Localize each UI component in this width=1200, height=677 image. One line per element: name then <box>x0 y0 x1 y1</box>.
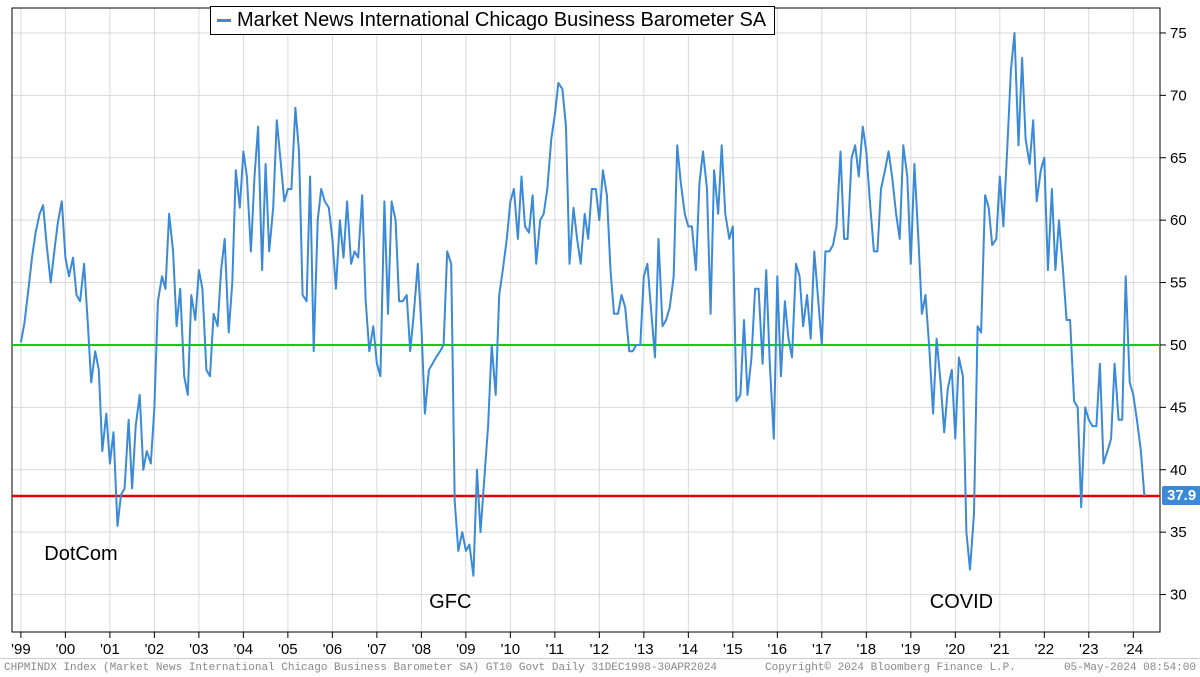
svg-text:'19: '19 <box>901 641 921 658</box>
legend: Market News International Chicago Busine… <box>210 6 775 35</box>
annotation-dotcom: DotCom <box>44 543 117 566</box>
svg-text:'21: '21 <box>990 641 1010 658</box>
svg-text:'20: '20 <box>946 641 966 658</box>
svg-text:'18: '18 <box>857 641 877 658</box>
svg-text:'14: '14 <box>679 641 699 658</box>
svg-text:'22: '22 <box>1035 641 1055 658</box>
svg-text:70: 70 <box>1170 87 1187 104</box>
svg-text:'03: '03 <box>189 641 209 658</box>
svg-text:'11: '11 <box>546 641 564 658</box>
svg-text:'05: '05 <box>278 641 298 658</box>
svg-text:'06: '06 <box>323 641 343 658</box>
svg-text:'24: '24 <box>1124 641 1144 658</box>
legend-swatch <box>217 19 231 22</box>
svg-text:'07: '07 <box>367 641 387 658</box>
svg-text:'17: '17 <box>812 641 832 658</box>
svg-text:'04: '04 <box>234 641 254 658</box>
svg-text:60: 60 <box>1170 212 1187 229</box>
chart-svg: 30 35 40 45 50 55 60 65 70 75 '99 '00 '01 '02 '03 '04 '0… <box>0 0 1200 677</box>
footer-right: 05-May-2024 08:54:00 <box>1064 662 1196 674</box>
svg-text:45: 45 <box>1170 399 1187 416</box>
footer: CHPMINDX Index (Market News Internationa… <box>0 658 1200 677</box>
last-value-tag: 37.9 <box>1162 486 1200 505</box>
svg-text:55: 55 <box>1170 275 1187 292</box>
svg-text:50: 50 <box>1170 337 1187 354</box>
svg-text:'15: '15 <box>723 641 743 658</box>
svg-text:'09: '09 <box>456 641 476 658</box>
svg-text:75: 75 <box>1170 25 1187 42</box>
svg-text:'02: '02 <box>145 641 165 658</box>
svg-text:40: 40 <box>1170 462 1187 479</box>
svg-text:'99: '99 <box>11 641 31 658</box>
svg-text:'23: '23 <box>1079 641 1099 658</box>
svg-text:'12: '12 <box>590 641 610 658</box>
svg-text:65: 65 <box>1170 150 1187 167</box>
svg-text:'01: '01 <box>100 641 120 658</box>
footer-left: CHPMINDX Index (Market News Internationa… <box>4 662 717 674</box>
annotation-covid: COVID <box>930 591 993 614</box>
footer-center: Copyright© 2024 Bloomberg Finance L.P. <box>765 662 1016 674</box>
svg-text:'16: '16 <box>768 641 788 658</box>
svg-text:'00: '00 <box>56 641 76 658</box>
svg-text:35: 35 <box>1170 524 1187 541</box>
svg-text:'08: '08 <box>412 641 432 658</box>
annotation-gfc: GFC <box>429 591 471 614</box>
svg-text:'13: '13 <box>634 641 654 658</box>
legend-label: Market News International Chicago Busine… <box>237 9 766 32</box>
svg-text:30: 30 <box>1170 587 1187 604</box>
svg-text:'10: '10 <box>501 641 521 658</box>
chart-container: 30 35 40 45 50 55 60 65 70 75 '99 '00 '01 '02 '03 '04 '0… <box>0 0 1200 677</box>
